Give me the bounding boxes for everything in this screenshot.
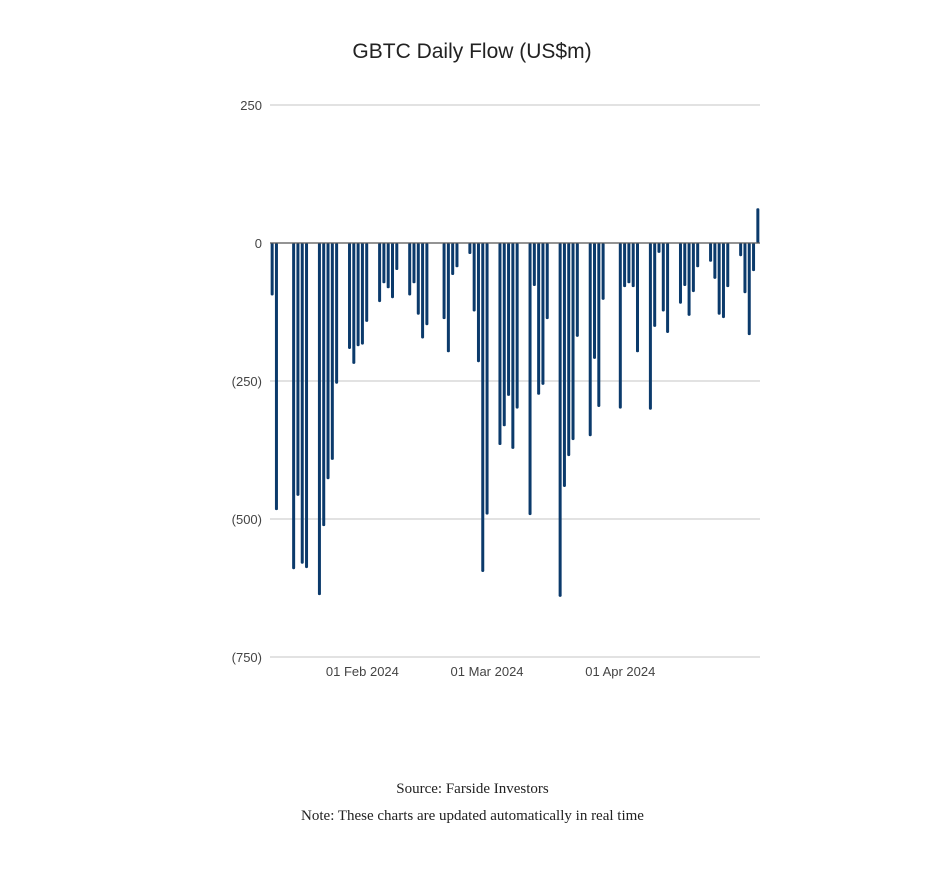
bar <box>666 243 670 333</box>
chart-title: GBTC Daily Flow (US$m) <box>352 40 591 63</box>
bar <box>618 243 622 409</box>
bar <box>627 243 631 284</box>
bar <box>507 243 511 396</box>
bar <box>360 243 364 345</box>
x-tick-label: 01 Feb 2024 <box>326 664 399 679</box>
bar <box>416 243 420 315</box>
y-axis-ticks: 250 0 (250) (500) (750) <box>232 98 262 665</box>
bars <box>270 208 760 597</box>
bar <box>567 243 571 457</box>
bar <box>696 243 700 268</box>
bar <box>532 243 536 287</box>
bar <box>713 243 717 279</box>
bar <box>575 243 579 337</box>
bar <box>743 243 747 294</box>
bar <box>747 243 751 336</box>
bar <box>593 243 597 359</box>
bar <box>365 243 369 322</box>
bar <box>661 243 665 312</box>
x-axis-ticks: 01 Feb 2024 01 Mar 2024 01 Apr 2024 <box>326 664 655 679</box>
bar <box>296 243 300 496</box>
bar <box>588 243 592 437</box>
bar <box>335 243 339 384</box>
bar <box>752 243 756 272</box>
bar <box>717 243 721 315</box>
bar <box>485 243 489 515</box>
bar <box>756 208 760 243</box>
gridlines <box>270 104 760 658</box>
bar <box>653 243 657 327</box>
bar <box>515 243 519 409</box>
y-tick-label: 250 <box>240 98 262 113</box>
bar <box>481 243 485 572</box>
bar <box>305 243 309 569</box>
bar <box>683 243 687 287</box>
bar <box>425 243 429 326</box>
bar <box>726 243 730 288</box>
bar <box>636 243 639 353</box>
bar <box>412 243 416 284</box>
bar <box>348 243 352 349</box>
update-note: Note: These charts are updated automatic… <box>301 808 644 824</box>
bar <box>442 243 446 320</box>
bar <box>455 243 459 268</box>
bar <box>391 243 394 299</box>
source-note: Source: Farside Investors <box>396 781 549 797</box>
bar <box>322 243 326 527</box>
y-tick-label: 0 <box>255 236 262 251</box>
bar <box>558 243 562 597</box>
bar <box>687 243 691 316</box>
y-tick-label: (250) <box>232 374 262 389</box>
bar <box>330 243 334 460</box>
bar <box>382 243 386 284</box>
x-tick-label: 01 Mar 2024 <box>451 664 524 679</box>
bar <box>528 243 532 516</box>
bar <box>421 243 425 339</box>
bar <box>451 243 455 276</box>
bar <box>623 243 627 288</box>
bar <box>317 243 321 596</box>
bar <box>502 243 506 427</box>
bar <box>292 243 296 570</box>
bar <box>300 243 304 564</box>
bar <box>657 243 661 253</box>
bar <box>352 243 356 364</box>
bar <box>472 243 476 312</box>
bar <box>468 243 472 255</box>
x-tick-label: 01 Apr 2024 <box>585 664 655 679</box>
bar <box>408 243 412 296</box>
bar <box>709 243 713 262</box>
bar <box>395 243 399 271</box>
bar <box>648 243 652 410</box>
bar <box>601 243 605 300</box>
bar <box>562 243 566 487</box>
y-tick-label: (750) <box>232 650 262 665</box>
bar <box>270 243 274 296</box>
bar <box>545 243 549 320</box>
bar <box>691 243 695 293</box>
bar <box>631 243 635 288</box>
bar <box>511 243 515 449</box>
bar <box>678 243 682 304</box>
bar <box>597 243 601 407</box>
bar <box>446 243 450 353</box>
bar <box>537 243 541 395</box>
bar <box>356 243 360 347</box>
y-tick-label: (500) <box>232 512 262 527</box>
bar <box>721 243 725 319</box>
bar <box>476 243 480 363</box>
bar <box>739 243 743 257</box>
bar <box>386 243 390 289</box>
bar <box>571 243 575 441</box>
bar <box>541 243 545 385</box>
bar <box>274 243 278 511</box>
bar <box>326 243 330 480</box>
bar <box>498 243 502 446</box>
bar <box>378 243 382 303</box>
